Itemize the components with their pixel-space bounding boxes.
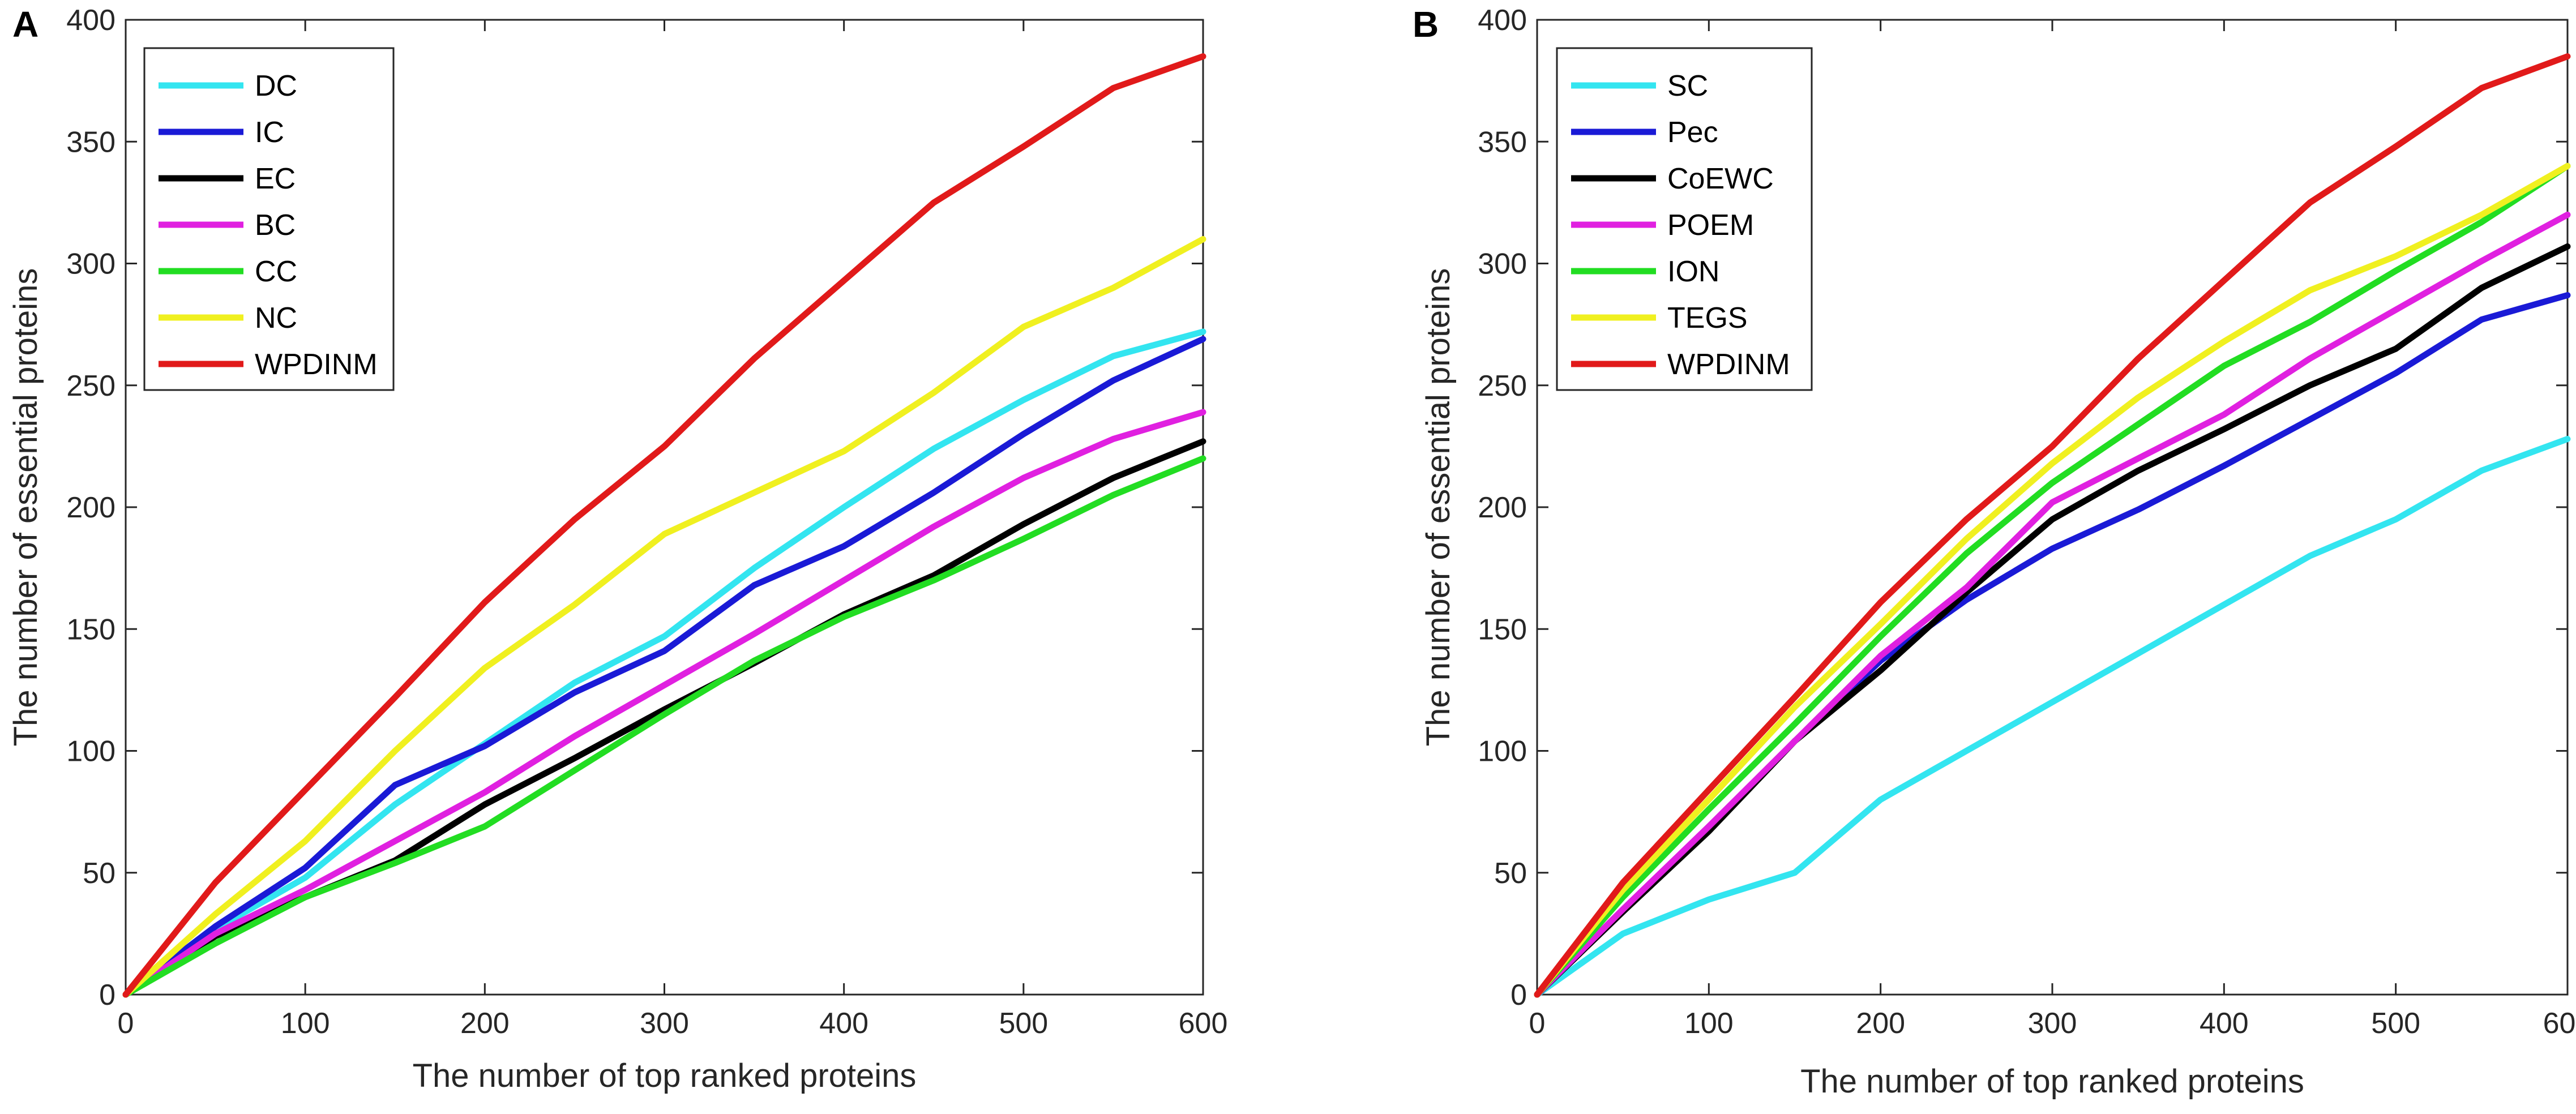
x-tick-label: 100 (1684, 1007, 1734, 1040)
series-lines (1534, 53, 2571, 998)
y-tick-label: 250 (1478, 370, 1527, 402)
x-tick-label: 300 (2028, 1007, 2077, 1040)
y-tick-label: 50 (83, 857, 115, 890)
legend-box (143, 47, 395, 391)
panel-label: B (1413, 4, 1439, 45)
x-tick-label: 400 (819, 1007, 868, 1040)
y-tick-label: 350 (66, 126, 115, 158)
legend-label-poem: POEM (1667, 209, 1754, 242)
y-tick-label: 300 (1478, 248, 1527, 281)
y-tick-label: 200 (66, 491, 115, 524)
x-tick-label: 100 (281, 1007, 330, 1040)
series-line-tegs (1534, 162, 2571, 998)
y-tick-label: 350 (1478, 126, 1527, 158)
legend-label-nc: NC (255, 302, 297, 335)
series-line-bc (122, 409, 1206, 998)
legend-label-ion: ION (1667, 255, 1719, 288)
x-tick-label: 200 (1856, 1007, 1905, 1040)
x-tick-label: 500 (2371, 1007, 2420, 1040)
legend-label-ec: EC (255, 162, 296, 195)
x-tick-label: 400 (2200, 1007, 2249, 1040)
x-axis-label: The number of top ranked proteins (413, 1057, 917, 1094)
x-tick-label: 0 (1529, 1007, 1546, 1040)
series-line-ion (1534, 162, 2571, 998)
y-tick-label: 50 (1494, 857, 1527, 890)
series-line-nc (122, 236, 1206, 998)
legend-label-wpdinm: WPDINM (255, 348, 378, 381)
x-tick-label: 600 (1179, 1007, 1228, 1040)
y-tick-label: 100 (1478, 735, 1527, 768)
legend-label-sc: SC (1667, 70, 1708, 102)
x-tick-label: 500 (999, 1007, 1048, 1040)
x-tick-label: 0 (118, 1007, 134, 1040)
y-tick-label: 200 (1478, 491, 1527, 524)
legend-box (1556, 47, 1813, 391)
y-tick-label: 150 (66, 613, 115, 646)
y-tick-label: 400 (66, 4, 115, 37)
legend-label-cc: CC (255, 255, 297, 288)
y-axis-label: The number of essential proteins (1420, 268, 1457, 747)
panel-b: B 0 100 200 300 400 500 600 0 50 100 150 200 250 300 35… (1413, 4, 2576, 1100)
series-line-wpdinm (122, 53, 1206, 998)
x-tick-label: 600 (2543, 1007, 2576, 1040)
x-axis-label: The number of top ranked proteins (1800, 1063, 2304, 1100)
series-line-cc (122, 455, 1206, 998)
y-axis-label: The number of essential proteins (7, 268, 44, 747)
series-line-coewc (1534, 243, 2571, 998)
series-line-ic (122, 336, 1206, 998)
y-tick-label: 0 (1510, 979, 1527, 1012)
legend-label-ic: IC (255, 116, 284, 149)
legend-label-dc: DC (255, 70, 297, 102)
series-line-poem (1534, 211, 2571, 998)
y-tick-label: 400 (1478, 4, 1527, 37)
series-line-wpdinm (1534, 53, 2571, 998)
y-tick-label: 250 (66, 370, 115, 402)
legend: DC IC EC BC CC NC WPDINM (143, 47, 395, 391)
legend-label-tegs: TEGS (1667, 302, 1748, 335)
legend: SC Pec CoEWC POEM ION TEGS WPDINM (1556, 47, 1813, 391)
y-tick-label: 100 (66, 735, 115, 768)
panel-a: A 0 100 200 300 400 500 600 0 50 100 150 200 250 300 35… (7, 4, 1227, 1094)
y-tick-label: 150 (1478, 613, 1527, 646)
legend-label-bc: BC (255, 209, 296, 242)
y-tick-label: 0 (99, 979, 115, 1012)
series-line-dc (122, 328, 1206, 998)
panel-label: A (12, 4, 38, 45)
y-tick-label: 300 (66, 248, 115, 281)
series-lines (122, 53, 1206, 998)
legend-label-pec: Pec (1667, 116, 1718, 149)
series-line-sc (1534, 436, 2571, 998)
x-tick-label: 200 (460, 1007, 510, 1040)
x-tick-label: 300 (640, 1007, 689, 1040)
legend-label-coewc: CoEWC (1667, 162, 1774, 195)
legend-label-wpdinm: WPDINM (1667, 348, 1790, 381)
